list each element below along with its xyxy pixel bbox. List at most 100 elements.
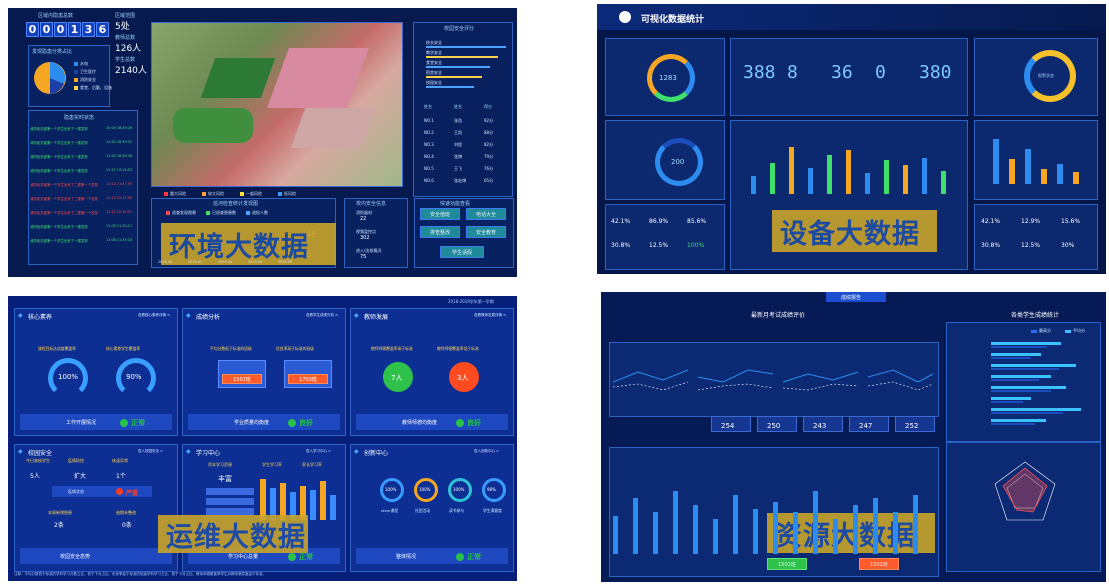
safety-table-cell: 79分 bbox=[484, 154, 494, 159]
q3-card-title: 核心素养 bbox=[28, 314, 53, 321]
q4-bar bbox=[673, 491, 678, 554]
safety-value: 0条 bbox=[122, 522, 132, 529]
q4-hbar-2 bbox=[991, 390, 1051, 392]
safety-item-bar bbox=[426, 76, 482, 78]
status-dot bbox=[288, 553, 296, 561]
safety-table-cell: 王飞 bbox=[454, 166, 462, 171]
q3-card-link[interactable]: 进入学习中心 > bbox=[306, 449, 332, 453]
q3-card-link[interactable]: 查看教师发展详情 > bbox=[474, 313, 507, 317]
teacher-circle-label: 教师师德覆盖率低于标准 bbox=[437, 346, 479, 351]
safety-table-cell: NO.3 bbox=[424, 142, 434, 147]
q2-top-number: 380 bbox=[919, 62, 952, 83]
row2-status-bar bbox=[356, 548, 508, 564]
q4-legend-swatch bbox=[1065, 330, 1071, 333]
row2-status-label: 整体情况 bbox=[396, 554, 417, 560]
q2-stat-left: 85.6% bbox=[687, 218, 707, 225]
safety-table-cell: NO.4 bbox=[424, 154, 434, 159]
quick-button[interactable]: 安全值班 bbox=[420, 208, 460, 220]
hazard-digit: 1 bbox=[68, 22, 81, 37]
q4-bar bbox=[633, 498, 638, 554]
study-head: 资本学习资源 bbox=[208, 462, 232, 467]
row1-status-bar bbox=[188, 414, 340, 430]
study-bar bbox=[330, 494, 336, 520]
realtime-row-text: 消防柜关键第一个学生出来了二楼第一个发现 bbox=[30, 197, 98, 201]
quick-button[interactable]: 电话大全 bbox=[466, 208, 506, 220]
row1-status-value: 正常 bbox=[120, 418, 145, 428]
q3-card-link[interactable]: 查看学生成绩分析 > bbox=[306, 313, 339, 317]
safety-value: 2条 bbox=[54, 522, 64, 529]
score-box-value: 1703班 bbox=[288, 374, 328, 384]
safety-table-cell: 92分 bbox=[484, 118, 494, 123]
q4-hbar-2 bbox=[991, 412, 1063, 414]
q4-radar-panel bbox=[946, 442, 1101, 572]
realtime-row-text: 消防柜关键第一个学生出来了一楼发现 bbox=[30, 141, 88, 145]
study-bar bbox=[300, 485, 306, 520]
status-dot bbox=[120, 419, 128, 427]
realtime-row-time: 11:08 11:35:18 bbox=[106, 238, 133, 242]
hazard-digit: 6 bbox=[96, 22, 109, 37]
quick-button[interactable]: 学生请假 bbox=[440, 246, 484, 258]
map-building-3 bbox=[290, 108, 376, 148]
q3-footer: 注释：平均分数低于标准的学科学习分数占比，低于下对占比。优良率高于标准的班级学科… bbox=[14, 572, 266, 576]
quick-button[interactable]: 排查整改 bbox=[420, 226, 460, 238]
q2-stat-left: 30.8% bbox=[611, 242, 631, 249]
q4-hbar-2 bbox=[991, 401, 1023, 403]
teacher-circle-value: 3人 bbox=[457, 374, 469, 382]
innov-ring-label: stem课程 bbox=[381, 508, 399, 513]
q4-bar bbox=[893, 512, 898, 554]
realtime-row-time: 11:12 21:47:59 bbox=[106, 182, 133, 186]
q4-header-tab bbox=[826, 292, 886, 302]
q3-card-link[interactable]: 进入校园安全 > bbox=[138, 449, 164, 453]
map-legend-item: 一般风险 bbox=[246, 191, 262, 196]
device-dashboard: 可视化数据统计 1283 报警状态 200 设备大数据 388 8 36 0 380 42… bbox=[597, 4, 1106, 274]
q2-ring-mid-value: 200 bbox=[671, 158, 685, 166]
safety-item-label: 宿舍安全 bbox=[426, 70, 442, 75]
q2-panel-numbers bbox=[730, 38, 968, 116]
campus-info-label: 消防器材 bbox=[356, 210, 372, 215]
q4-value-box bbox=[757, 416, 797, 432]
quick-button[interactable]: 安全教育 bbox=[466, 226, 506, 238]
innov-ring bbox=[482, 478, 506, 502]
q4-hbar-2 bbox=[991, 423, 1035, 425]
map-legend-swatch bbox=[240, 192, 244, 196]
safety-item-bar bbox=[426, 86, 474, 88]
q2-alarm-label: 报警状态 bbox=[1038, 73, 1054, 78]
q2-top-number: 8 bbox=[787, 62, 798, 83]
q3-card-link[interactable]: 进入创新中心 > bbox=[474, 449, 500, 453]
q4-class-label: 1502班 bbox=[859, 558, 899, 570]
study-bar bbox=[260, 478, 266, 520]
teacher-circle-value: 7人 bbox=[391, 374, 403, 382]
trend-axis-tick: 2019-04 bbox=[218, 260, 233, 264]
row1-status-label: 工作开展情况 bbox=[66, 420, 97, 426]
score-box-value: 1502班 bbox=[222, 374, 262, 384]
trend-legend-item: 巡检人数 bbox=[252, 210, 268, 215]
safety-score-panel bbox=[413, 22, 513, 197]
row1-status-value: 良好 bbox=[288, 418, 313, 428]
q4-bar bbox=[613, 515, 618, 554]
q4-value: 247 bbox=[859, 422, 873, 430]
campus-info-value: 302 bbox=[360, 235, 370, 241]
safety-head: 本周新增隐患 bbox=[48, 510, 72, 515]
realtime-row-text: 消防柜关键第一个学生出来了一楼发现 bbox=[30, 169, 88, 173]
q3-card-title: 校园安全 bbox=[28, 450, 53, 457]
trend-axis-tick: 2019-09 bbox=[278, 260, 293, 264]
trend-axis-tick: 2019-04 bbox=[248, 260, 263, 264]
realtime-panel bbox=[28, 110, 138, 265]
q4-legend-swatch bbox=[1031, 330, 1037, 333]
teacher-circle bbox=[383, 362, 413, 392]
safety-sub-bar bbox=[52, 486, 152, 497]
safety-item-label: 校园安全 bbox=[426, 80, 442, 85]
q2-stat-right: 30.8% bbox=[981, 242, 1001, 249]
q4-hbar bbox=[991, 397, 1031, 400]
q2-stat-right: 30% bbox=[1061, 242, 1075, 249]
realtime-title: 隐患实时状态 bbox=[64, 115, 95, 121]
q3-card-link[interactable]: 查看核心素养详情 > bbox=[138, 313, 171, 317]
q3-card-title: 成绩分析 bbox=[196, 314, 221, 321]
teacher-circle bbox=[449, 362, 479, 392]
status-dot bbox=[456, 419, 464, 427]
safety-table-cell: NO.1 bbox=[424, 118, 434, 123]
campus-info-title: 校内安全信息 bbox=[356, 201, 387, 207]
status-text: 良好 bbox=[467, 419, 481, 427]
q4-hbar bbox=[991, 408, 1081, 411]
q2-ring-top-value: 1283 bbox=[659, 74, 677, 82]
